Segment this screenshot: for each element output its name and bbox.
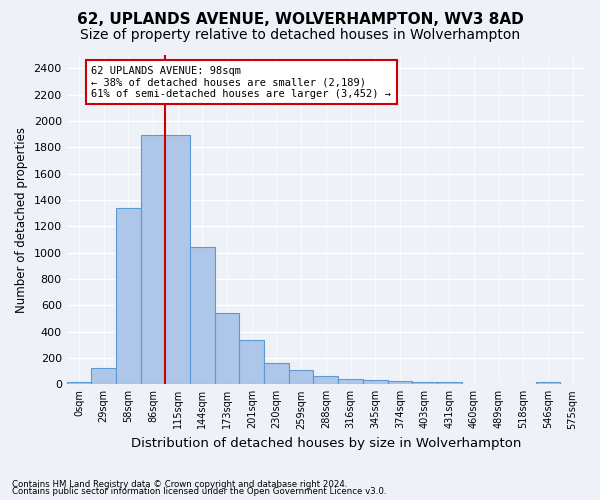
Text: Contains HM Land Registry data © Crown copyright and database right 2024.: Contains HM Land Registry data © Crown c…: [12, 480, 347, 489]
Bar: [289, 370, 313, 384]
Text: 62 UPLANDS AVENUE: 98sqm
← 38% of detached houses are smaller (2,189)
61% of sem: 62 UPLANDS AVENUE: 98sqm ← 38% of detach…: [91, 66, 391, 98]
Text: Size of property relative to detached houses in Wolverhampton: Size of property relative to detached ho…: [80, 28, 520, 42]
Bar: [239, 340, 264, 384]
Text: 62, UPLANDS AVENUE, WOLVERHAMPTON, WV3 8AD: 62, UPLANDS AVENUE, WOLVERHAMPTON, WV3 8…: [77, 12, 523, 28]
Bar: [190, 248, 215, 384]
Bar: [215, 313, 239, 384]
Bar: [363, 380, 388, 384]
Bar: [388, 381, 412, 384]
Bar: [67, 382, 91, 384]
Bar: [116, 208, 141, 384]
Bar: [141, 136, 166, 384]
Bar: [338, 379, 363, 384]
Bar: [412, 382, 437, 384]
Bar: [166, 136, 190, 384]
X-axis label: Distribution of detached houses by size in Wolverhampton: Distribution of detached houses by size …: [131, 437, 521, 450]
Bar: [536, 382, 560, 384]
Bar: [91, 368, 116, 384]
Bar: [313, 376, 338, 384]
Bar: [437, 382, 461, 384]
Text: Contains public sector information licensed under the Open Government Licence v3: Contains public sector information licen…: [12, 487, 386, 496]
Y-axis label: Number of detached properties: Number of detached properties: [15, 126, 28, 312]
Bar: [264, 362, 289, 384]
